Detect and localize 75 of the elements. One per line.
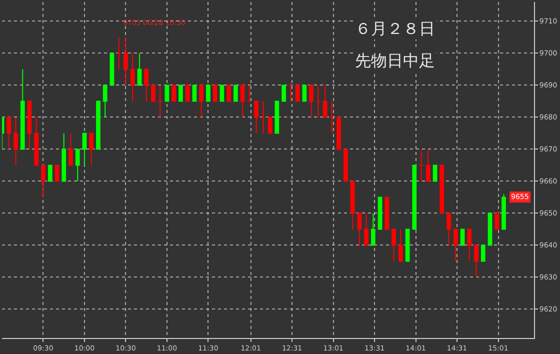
candlestick (460, 228, 465, 246)
candlestick (295, 84, 300, 102)
candlestick (343, 148, 348, 182)
candlestick (110, 52, 114, 86)
candlestick (309, 84, 314, 118)
candlestick (370, 212, 376, 246)
candlestick (82, 132, 87, 166)
candlestick (89, 132, 94, 166)
candlestick (247, 84, 252, 102)
candlestick (54, 164, 60, 182)
candlestick (405, 228, 410, 262)
candlestick (426, 148, 430, 182)
candlestick (137, 52, 142, 86)
candlestick (41, 164, 46, 198)
candlestick (144, 68, 149, 102)
candlestick (226, 84, 232, 102)
candlestick (488, 212, 492, 246)
candlestick (234, 84, 238, 102)
candlestick (502, 194, 506, 230)
candlestick (392, 228, 396, 262)
text: 先物日中足 (355, 51, 435, 70)
candlestick (48, 164, 52, 182)
candlestick (336, 116, 341, 150)
candlestick (220, 84, 224, 102)
candlestick (68, 132, 73, 166)
candlestick (446, 212, 451, 246)
candlestick (419, 148, 424, 182)
candlestick (364, 212, 368, 246)
candlestick (75, 148, 80, 182)
candlestick (185, 84, 190, 102)
text: ６月２８日 (355, 19, 435, 38)
candlestick (27, 100, 32, 150)
candlestick (288, 84, 293, 102)
candlestick (412, 164, 417, 230)
candlestick (192, 84, 197, 102)
candlestick (467, 228, 472, 262)
candlestick (212, 84, 218, 102)
candlestick (20, 68, 25, 150)
candlestick (124, 36, 128, 86)
candlestick (268, 116, 272, 134)
candlestick (494, 212, 500, 230)
candlestick (199, 84, 204, 118)
candlestick (282, 84, 286, 102)
candlestick (357, 212, 362, 246)
candlestick (6, 116, 12, 150)
candlestick (240, 84, 245, 118)
candlestick (151, 84, 156, 102)
candlestick (34, 116, 39, 166)
candlestick (206, 84, 210, 102)
candlestick (158, 84, 162, 118)
candlestick (178, 84, 183, 102)
candlestick (130, 52, 135, 102)
candlestick (261, 100, 266, 134)
candlestick (14, 116, 18, 166)
candlestick (316, 84, 320, 118)
candlestick (164, 84, 170, 102)
candlestick (254, 100, 258, 134)
candlestick (480, 244, 486, 262)
candlestick (172, 84, 176, 102)
candlestick (102, 84, 108, 118)
candlestick (62, 132, 66, 182)
candlestick (474, 244, 478, 278)
candlestick (398, 228, 403, 262)
candlestick (330, 100, 334, 134)
candlestick (440, 164, 444, 214)
candlestick (350, 180, 355, 230)
candlestick (432, 164, 438, 182)
candlestick (96, 100, 100, 150)
candlestick (274, 100, 280, 134)
candlestick (116, 36, 122, 70)
candlestick (302, 84, 307, 102)
candlestick (384, 196, 390, 230)
candlestick (322, 84, 328, 118)
candlestick (453, 228, 458, 262)
candlestick (378, 196, 382, 230)
